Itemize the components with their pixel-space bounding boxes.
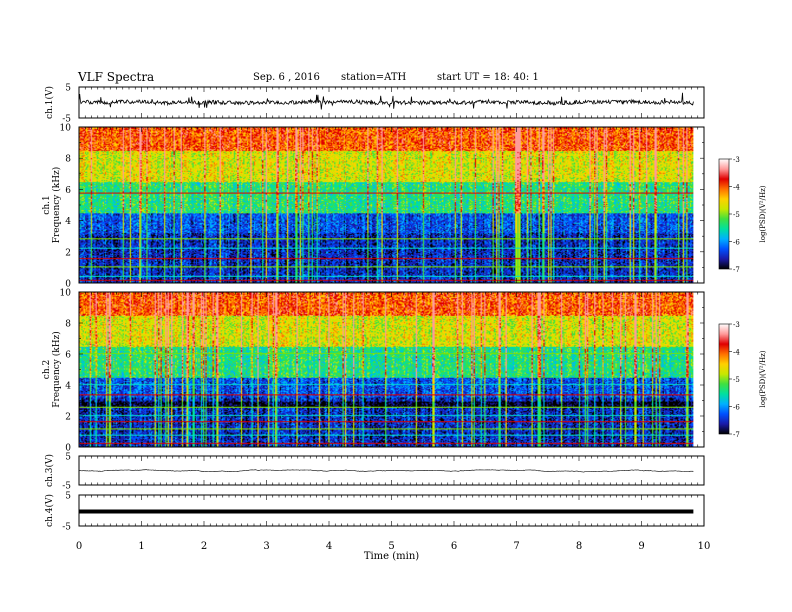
y-tick-label: 4 (65, 217, 71, 227)
y-tick-label: 5 (65, 84, 71, 94)
x-axis-label: Time (min) (364, 551, 419, 562)
colorbar-tick-label: -6 (733, 239, 740, 247)
x-tick-label: 0 (76, 541, 82, 552)
colorbar-tick-label: -7 (733, 266, 740, 274)
y-tick-label: 5 (65, 453, 71, 463)
ch2-spectrogram-ylabel-freq: Frequency (kHz) (51, 331, 62, 408)
y-tick-label: 10 (60, 124, 72, 134)
x-tick-label: 3 (263, 541, 269, 552)
y-tick-label: -5 (62, 115, 71, 125)
y-tick-label: -5 (62, 482, 71, 492)
ch1-spectrogram-ylabel-ch: ch.1 (42, 195, 52, 214)
y-tick-label: 6 (65, 186, 71, 196)
ch4-waveform-ylabel: ch.4(V) (44, 494, 55, 527)
y-tick-label: 0 (65, 444, 71, 454)
y-tick-label: 8 (65, 155, 71, 165)
colorbar-tick-label: -3 (733, 321, 740, 329)
colorbar-tick-label: -6 (733, 404, 740, 412)
colorbar-tick-label: -5 (733, 376, 740, 384)
colorbar-tick-label: -7 (733, 431, 740, 439)
y-tick-label: 2 (65, 248, 71, 258)
ch1-spectrogram-ylabel-freq: Frequency (kHz) (51, 167, 62, 244)
start-time-label: start UT = 18: 40: 1 (437, 72, 539, 83)
x-tick-label: 8 (576, 541, 582, 552)
ch1-spectrogram-colorbar-label: log(PSD)(V²/Hz) (759, 185, 767, 242)
ch2-spectrogram-colorbar-label: log(PSD)(V²/Hz) (759, 350, 767, 407)
colorbar-tick-label: -4 (733, 184, 740, 192)
y-tick-label: 4 (65, 382, 71, 392)
y-tick-label: 6 (65, 351, 71, 361)
x-tick-label: 9 (638, 541, 644, 552)
x-tick-label: 1 (138, 541, 144, 552)
ch2-spectrogram-ylabel-ch: ch.2 (42, 360, 52, 379)
station-label: station=ATH (341, 72, 407, 83)
y-tick-label: 5 (65, 492, 71, 502)
y-tick-label: 10 (60, 289, 72, 299)
x-tick-label: 6 (451, 541, 457, 552)
x-tick-label: 2 (201, 541, 207, 552)
ch1-spectrogram-image (79, 127, 694, 283)
y-tick-label: 8 (65, 320, 71, 330)
ch2-spectrogram-colorbar (718, 323, 730, 435)
x-tick-label: 5 (388, 541, 394, 552)
x-tick-label: 10 (698, 541, 711, 552)
colorbar-tick-label: -3 (733, 156, 740, 164)
x-tick-label: 4 (326, 541, 332, 552)
ch1-waveform-ylabel: ch.1(V) (44, 86, 55, 119)
date-label: Sep. 6 , 2016 (253, 72, 320, 83)
ch1-spectrogram-colorbar (718, 158, 730, 270)
ch3-waveform-ylabel: ch.3(V) (44, 454, 55, 487)
ch1-waveform-line (78, 92, 694, 110)
y-tick-label: -5 (62, 523, 71, 533)
y-tick-label: 2 (65, 413, 71, 423)
colorbar-tick-label: -4 (733, 349, 740, 357)
ch3-waveform-line (78, 469, 694, 473)
y-tick-label: 0 (65, 280, 71, 290)
x-tick-label: 7 (513, 541, 519, 552)
colorbar-tick-label: -5 (733, 211, 740, 219)
chart-title: VLF Spectra (78, 70, 155, 84)
ch2-spectrogram-image (79, 292, 694, 447)
